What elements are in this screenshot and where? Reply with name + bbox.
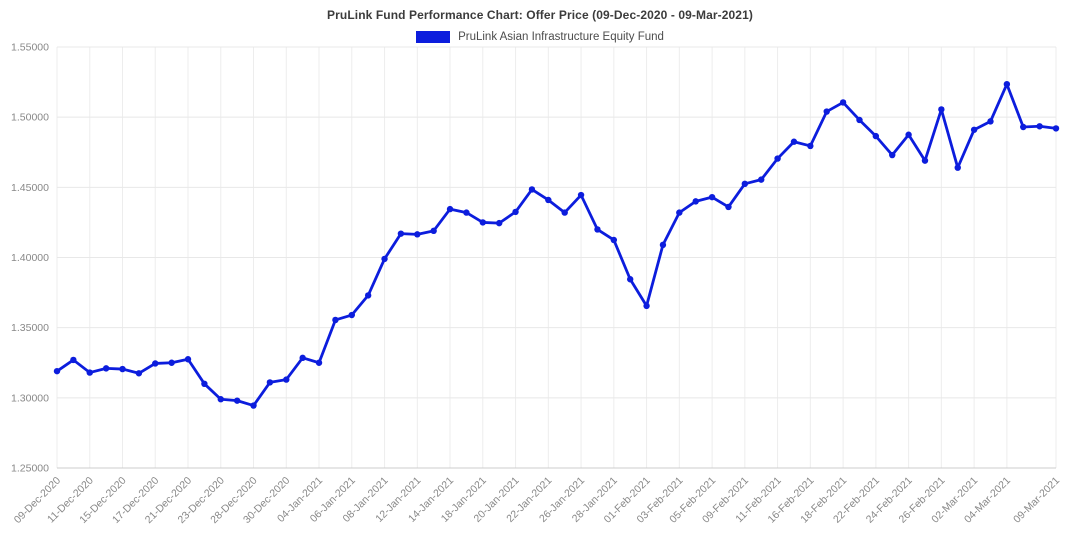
data-point[interactable] <box>86 369 93 376</box>
data-point[interactable] <box>70 356 77 364</box>
data-point[interactable] <box>53 367 61 375</box>
data-point[interactable] <box>1036 123 1043 130</box>
data-point[interactable] <box>315 359 323 366</box>
data-point[interactable] <box>299 354 306 362</box>
y-axis-tick-label: 1.40000 <box>11 252 49 264</box>
x-axis-tick-label: 09-Mar-2021 <box>1011 475 1062 526</box>
data-point[interactable] <box>381 255 388 263</box>
data-point[interactable] <box>430 227 437 235</box>
data-point[interactable] <box>1052 125 1060 132</box>
data-point[interactable] <box>626 276 634 283</box>
y-axis-tick-label: 1.55000 <box>11 42 49 54</box>
legend-swatch <box>416 31 451 43</box>
chart-legend: PruLink Asian Infrastructure Equity Fund <box>0 31 1080 43</box>
data-point[interactable] <box>528 186 536 193</box>
data-point[interactable] <box>561 209 568 216</box>
data-point[interactable] <box>135 370 143 377</box>
data-point[interactable] <box>348 311 355 319</box>
data-point[interactable] <box>725 203 732 211</box>
data-point[interactable] <box>479 219 487 226</box>
data-point[interactable] <box>659 241 667 249</box>
legend-item-fund[interactable]: PruLink Asian Infrastructure Equity Fund <box>416 31 664 43</box>
data-point[interactable] <box>856 116 863 124</box>
data-point[interactable] <box>463 209 470 216</box>
data-point[interactable] <box>823 108 830 115</box>
data-point[interactable] <box>184 356 192 363</box>
y-axis-tick-label: 1.35000 <box>11 322 49 334</box>
legend-label: PruLink Asian Infrastructure Equity Fund <box>458 31 664 43</box>
y-axis-tick-label: 1.30000 <box>11 392 49 404</box>
data-point[interactable] <box>152 360 159 367</box>
data-point[interactable] <box>889 151 896 159</box>
data-point[interactable] <box>1003 80 1011 88</box>
data-point[interactable] <box>233 397 241 404</box>
data-point[interactable] <box>954 164 961 171</box>
data-point[interactable] <box>905 131 912 138</box>
data-point[interactable] <box>168 359 175 366</box>
data-point[interactable] <box>266 379 274 386</box>
data-point[interactable] <box>332 316 339 324</box>
data-point[interactable] <box>708 193 716 201</box>
y-axis-tick-label: 1.50000 <box>11 112 49 124</box>
data-point[interactable] <box>938 106 945 113</box>
data-point[interactable] <box>250 402 257 409</box>
data-point[interactable] <box>217 396 224 403</box>
y-axis-tick-label: 1.25000 <box>11 463 49 475</box>
data-point[interactable] <box>119 365 126 373</box>
data-point[interactable] <box>921 157 929 164</box>
data-point[interactable] <box>970 126 978 133</box>
data-point[interactable] <box>676 209 683 216</box>
data-point[interactable] <box>987 118 994 125</box>
data-point[interactable] <box>692 198 699 205</box>
data-point[interactable] <box>790 138 798 145</box>
data-point[interactable] <box>512 208 519 216</box>
data-point[interactable] <box>364 292 372 299</box>
data-point[interactable] <box>758 176 765 183</box>
data-point[interactable] <box>283 376 290 383</box>
data-point[interactable] <box>1020 123 1027 131</box>
data-point[interactable] <box>807 142 814 150</box>
data-point[interactable] <box>545 196 552 204</box>
data-point[interactable] <box>774 155 781 162</box>
data-point[interactable] <box>102 365 110 372</box>
data-point[interactable] <box>577 191 585 199</box>
data-point[interactable] <box>872 132 880 140</box>
y-axis-tick-label: 1.45000 <box>11 182 49 194</box>
data-point[interactable] <box>397 230 405 237</box>
data-point[interactable] <box>610 236 618 244</box>
data-point[interactable] <box>594 226 601 233</box>
series-line-prulink-asian-infrastructure-equity-fund <box>55 82 1058 407</box>
data-point[interactable] <box>741 180 749 188</box>
data-point[interactable] <box>201 380 208 387</box>
data-point[interactable] <box>495 219 503 227</box>
data-point[interactable] <box>446 205 454 213</box>
data-point[interactable] <box>414 231 421 238</box>
data-point[interactable] <box>643 302 650 310</box>
data-point[interactable] <box>839 99 847 106</box>
chart-title: PruLink Fund Performance Chart: Offer Pr… <box>327 8 753 22</box>
